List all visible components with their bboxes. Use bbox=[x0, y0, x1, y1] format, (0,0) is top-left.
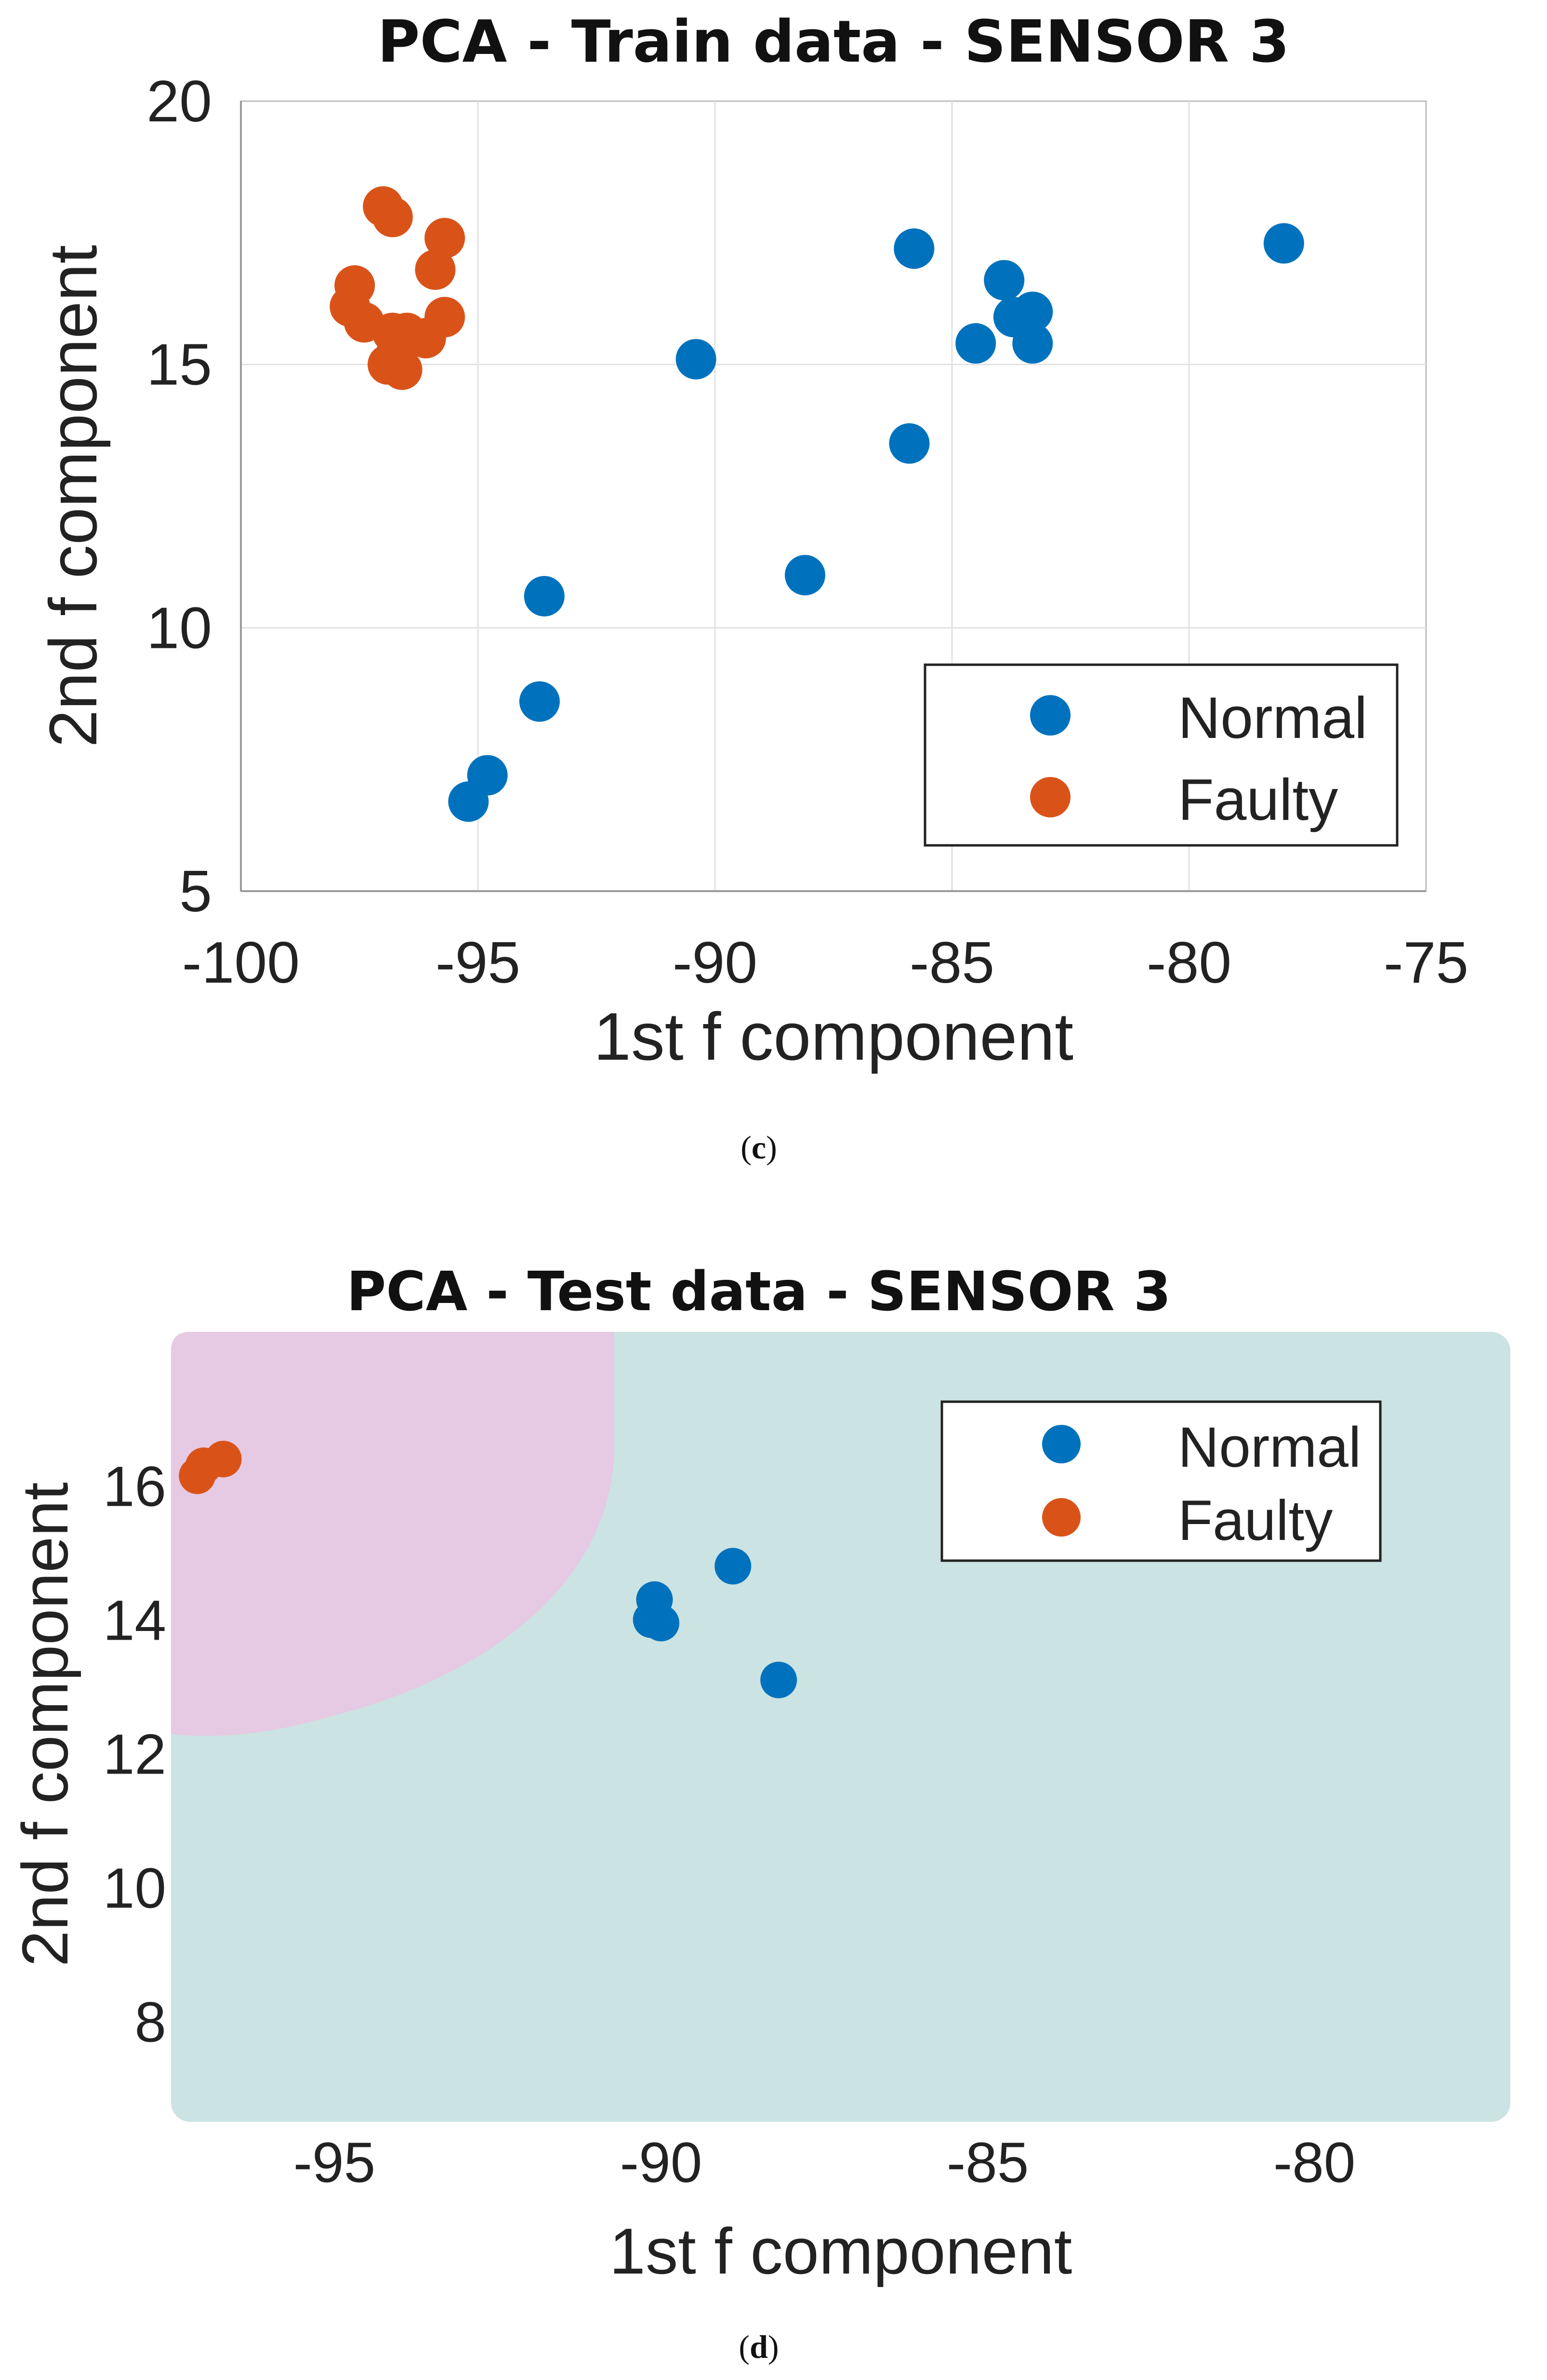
chart-c-legend-marker-normal bbox=[1030, 695, 1071, 736]
chart-c-legend: Normal Faulty bbox=[924, 663, 1399, 847]
chart-d-point-faulty bbox=[205, 1441, 242, 1478]
chart-c-y-tick-label: 20 bbox=[146, 68, 212, 134]
chart-c-y-axis-label: 2nd f component bbox=[35, 245, 111, 748]
chart-d-legend-label-faulty: Faulty bbox=[1178, 1489, 1333, 1552]
chart-c-x-ticks: -100 -95 -90 -85 -80 -75 bbox=[182, 930, 1468, 995]
chart-d-y-tick-label: 10 bbox=[103, 1857, 166, 1920]
panel-c: PCA - Train data - SENSOR 3 -100 -95 -90 -8… bbox=[35, 9, 1468, 1166]
chart-d-y-axis-label: 2nd f component bbox=[9, 1482, 81, 1967]
chart-c-point-normal bbox=[675, 339, 716, 380]
chart-c-point-normal bbox=[894, 228, 935, 269]
chart-d-y-tick-label: 12 bbox=[103, 1723, 166, 1787]
chart-c-point-faulty bbox=[424, 218, 465, 259]
chart-c-point-normal bbox=[524, 576, 565, 617]
chart-d-y-ticks: 8 10 12 14 16 bbox=[103, 1455, 166, 2054]
chart-c-caption: (c) bbox=[740, 1129, 777, 1166]
chart-d-y-tick-label: 8 bbox=[134, 1991, 166, 2054]
chart-c-legend-box bbox=[924, 663, 1399, 847]
chart-c-x-tick-label: -90 bbox=[673, 930, 757, 995]
chart-d-x-ticks: -95 -90 -85 -80 bbox=[293, 2131, 1356, 2195]
chart-d-faulty-region bbox=[171, 1332, 614, 1736]
chart-c-point-normal bbox=[1012, 291, 1053, 332]
chart-c-legend-marker-faulty bbox=[1030, 777, 1071, 817]
chart-d-x-axis-label: 1st f component bbox=[609, 2215, 1072, 2288]
chart-d-x-tick-label: -80 bbox=[1273, 2131, 1356, 2195]
chart-d-legend-box bbox=[940, 1400, 1382, 1562]
chart-d-x-tick-label: -85 bbox=[947, 2131, 1029, 2195]
chart-d-y-tick-label: 16 bbox=[103, 1455, 166, 1519]
chart-c-point-normal bbox=[784, 555, 825, 595]
chart-c-x-tick-label: -85 bbox=[910, 930, 994, 995]
chart-c-point-normal bbox=[955, 323, 996, 364]
chart-c-point-faulty bbox=[368, 344, 409, 385]
chart-c-legend-label-normal: Normal bbox=[1178, 685, 1367, 750]
chart-c-point-normal bbox=[467, 755, 508, 796]
chart-c-point-normal bbox=[889, 423, 930, 464]
chart-c-points bbox=[330, 186, 1304, 822]
chart-d-x-tick-label: -90 bbox=[620, 2131, 702, 2195]
chart-c-point-faulty bbox=[424, 297, 465, 338]
chart-d-title: PCA - Test data - SENSOR 3 bbox=[346, 1261, 1171, 1323]
chart-c-point-normal bbox=[1012, 323, 1053, 364]
chart-d-point-normal bbox=[760, 1661, 797, 1698]
chart-d-legend: Normal Faulty bbox=[940, 1400, 1382, 1562]
chart-d-caption: (d) bbox=[739, 2328, 779, 2365]
chart-c-caption-letter: c bbox=[752, 1129, 766, 1166]
chart-d-legend-marker-normal bbox=[1042, 1425, 1081, 1463]
chart-c-point-faulty bbox=[415, 249, 456, 290]
chart-c-x-axis-label: 1st f component bbox=[594, 999, 1073, 1074]
chart-c-x-tick-label: -80 bbox=[1147, 930, 1231, 995]
chart-c-title: PCA - Train data - SENSOR 3 bbox=[378, 9, 1290, 76]
chart-c-y-tick-label: 10 bbox=[146, 595, 212, 660]
chart-c-y-tick-label: 5 bbox=[179, 858, 212, 924]
chart-d-point-normal bbox=[714, 1548, 752, 1585]
panel-d: PCA - Test data - SENSOR 3 -95 -90 -85 -80 … bbox=[9, 1261, 1510, 2365]
chart-c-x-tick-label: -75 bbox=[1384, 930, 1468, 995]
chart-c-y-tick-label: 15 bbox=[146, 332, 212, 397]
chart-d-legend-marker-faulty bbox=[1042, 1498, 1081, 1537]
chart-c-point-normal bbox=[519, 681, 560, 722]
chart-d-x-tick-label: -95 bbox=[293, 2131, 376, 2195]
chart-c-y-ticks: 5 10 15 20 bbox=[146, 68, 212, 924]
chart-c-x-tick-label: -100 bbox=[182, 930, 300, 995]
chart-c-point-faulty bbox=[372, 197, 413, 237]
chart-d-caption-letter: d bbox=[750, 2328, 768, 2365]
chart-d-points bbox=[179, 1441, 797, 1698]
chart-c-x-tick-label: -95 bbox=[436, 930, 520, 995]
chart-d-legend-label-normal: Normal bbox=[1178, 1416, 1361, 1479]
chart-d-y-tick-label: 14 bbox=[103, 1589, 166, 1653]
chart-c-legend-label-faulty: Faulty bbox=[1178, 767, 1338, 832]
chart-c-point-normal bbox=[984, 260, 1025, 301]
chart-d-point-normal bbox=[643, 1604, 680, 1642]
chart-c-point-normal bbox=[1263, 223, 1304, 264]
